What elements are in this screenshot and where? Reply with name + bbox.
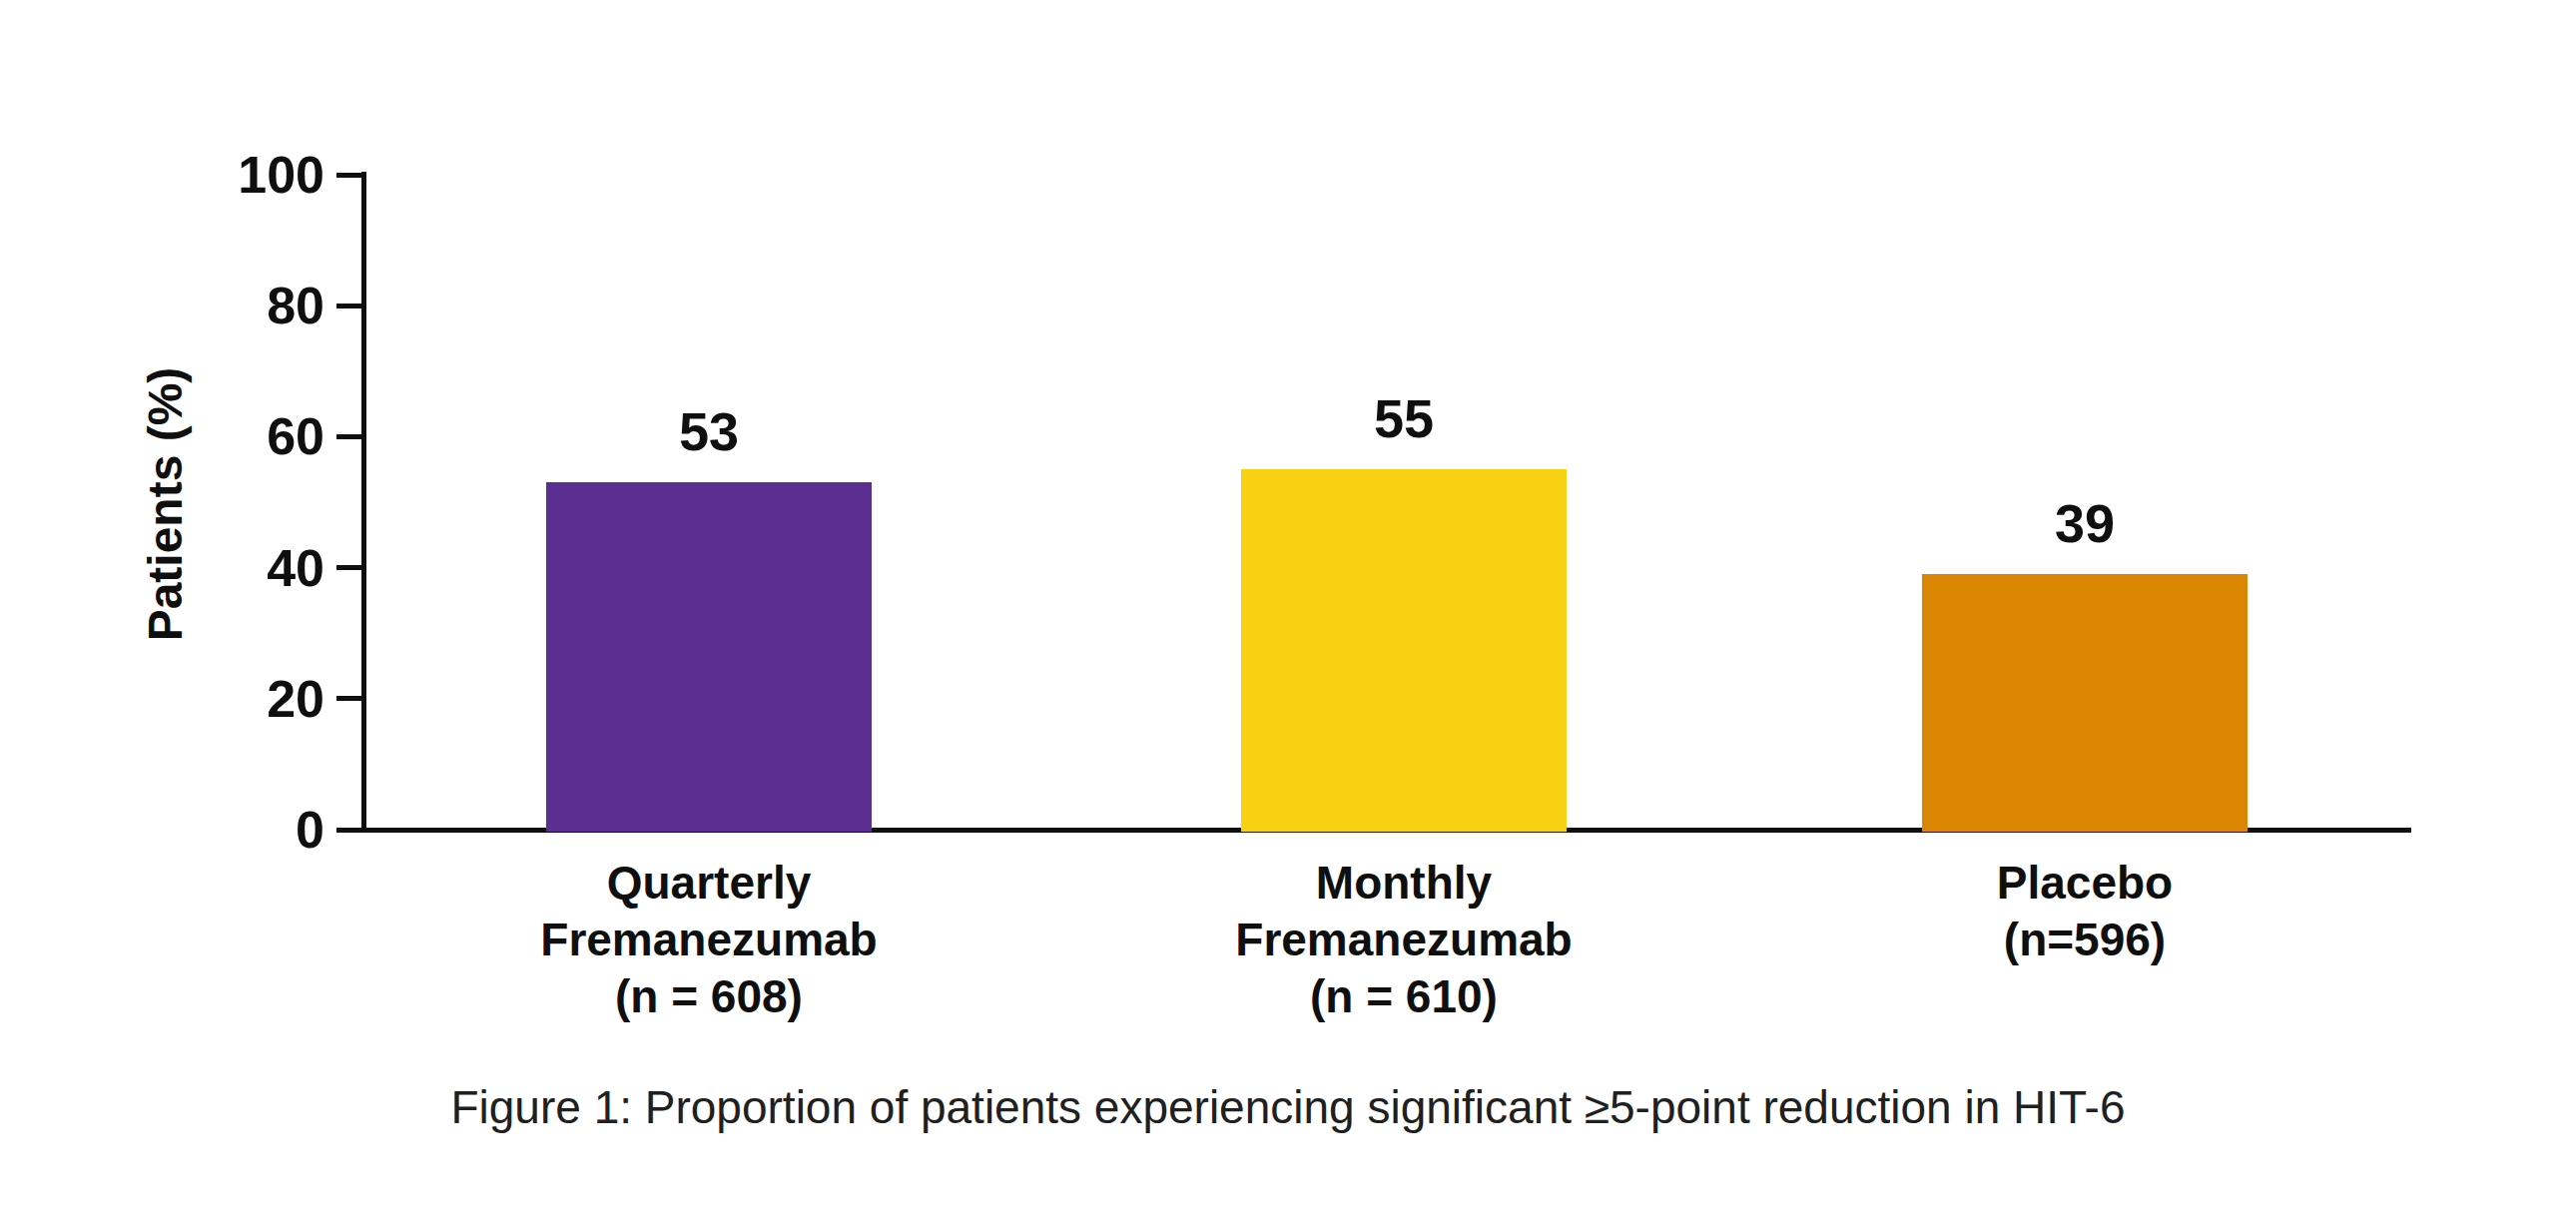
category-label-line: Fremanezumab [399, 912, 1018, 968]
bar-chart-figure: Patients (%) 020406080100 53QuarterlyFre… [0, 0, 2576, 1229]
y-tick-label: 100 [175, 149, 324, 201]
category-label-line: (n = 610) [1094, 968, 1713, 1025]
y-tick-mark [336, 173, 364, 178]
y-tick-mark [336, 696, 364, 701]
y-tick-label: 80 [175, 280, 324, 331]
category-label-line: (n=596) [1775, 912, 2394, 968]
category-label-line: Placebo [1775, 855, 2394, 912]
category-label: MonthlyFremanezumab(n = 610) [1094, 855, 1713, 1025]
category-label: Placebo(n=596) [1775, 855, 2394, 968]
y-tick-label: 20 [175, 673, 324, 725]
y-tick-label: 0 [175, 804, 324, 856]
y-tick-label: 60 [175, 410, 324, 462]
bar-2 [1241, 469, 1567, 832]
figure-caption: Figure 1: Proportion of patients experie… [0, 1080, 2576, 1134]
bar-value-label: 39 [1922, 496, 2248, 550]
category-label: QuarterlyFremanezumab(n = 608) [399, 855, 1018, 1025]
bar-value-label: 55 [1241, 391, 1567, 445]
bar-1 [546, 482, 872, 832]
y-axis-line [361, 172, 366, 833]
category-label-line: Quarterly [399, 855, 1018, 912]
category-label-line: (n = 608) [399, 968, 1018, 1025]
y-tick-mark [336, 434, 364, 439]
bar-value-label: 53 [546, 404, 872, 458]
bar-3 [1922, 574, 2248, 832]
y-tick-mark [336, 828, 364, 833]
category-label-line: Fremanezumab [1094, 912, 1713, 968]
y-tick-label: 40 [175, 542, 324, 594]
category-label-line: Monthly [1094, 855, 1713, 912]
y-tick-mark [336, 565, 364, 570]
y-tick-mark [336, 304, 364, 308]
y-axis-title: Patients (%) [138, 367, 193, 642]
